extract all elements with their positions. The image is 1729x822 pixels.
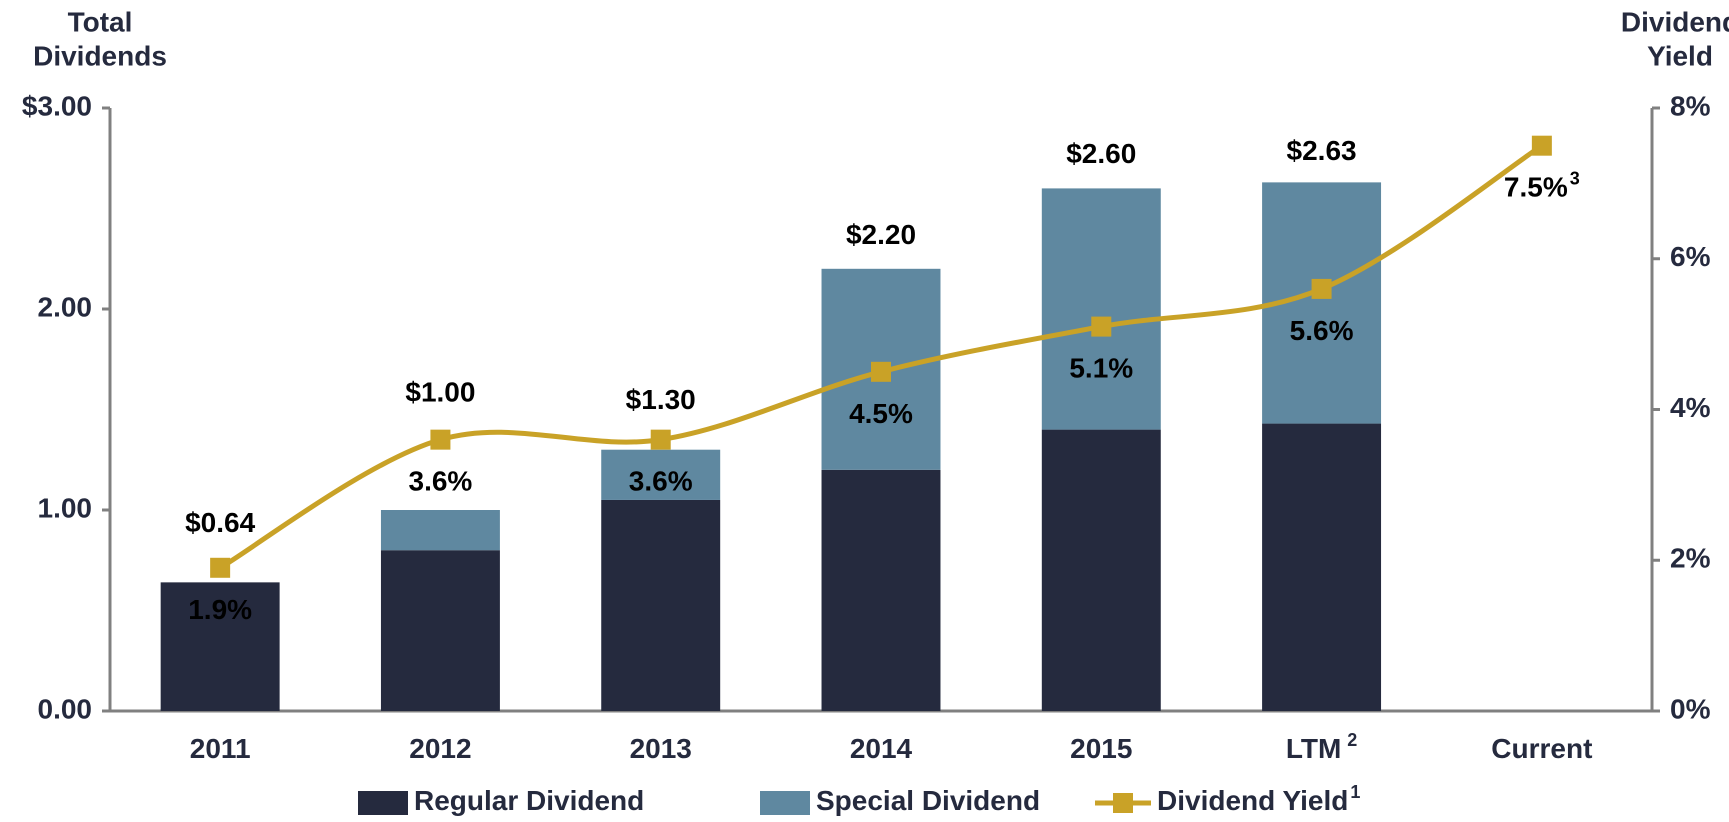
legend-text: Regular Dividend [414, 785, 644, 816]
x-tick-label: 2011 [190, 733, 251, 764]
legend-text: Special Dividend [816, 785, 1040, 816]
y2-tick-label: 4% [1670, 392, 1711, 423]
y-axis-label: Total [68, 6, 133, 37]
legend-label: Special Dividend [816, 785, 1040, 816]
legend-text: Dividend Yield [1157, 785, 1348, 816]
yield-label: 3.6% [409, 466, 473, 497]
y2-tick-label: 6% [1670, 241, 1711, 272]
yield-label-text: 3.6% [629, 466, 693, 497]
yield-label: 3.6% [629, 466, 693, 497]
y-tick-label: 0.00 [38, 693, 93, 724]
legend-marker [1113, 793, 1133, 813]
total-label: $1.30 [626, 384, 696, 415]
bar [160, 582, 280, 711]
yield-label-text: 1.9% [188, 594, 252, 625]
yield-marker [871, 361, 891, 382]
y2-tick-label: 8% [1670, 90, 1711, 121]
x-tick-label: 2014 [850, 733, 913, 764]
yield-label-text: 5.6% [1290, 315, 1354, 346]
yield-marker [650, 429, 671, 450]
yield-label: 5.1% [1069, 353, 1133, 384]
x-tick-text: Current [1491, 733, 1592, 764]
x-tick-label: 2015 [1070, 733, 1132, 764]
x-tick-label: Current [1491, 733, 1592, 764]
yield-label: 4.5% [849, 398, 913, 429]
legend-swatch [358, 791, 408, 815]
x-tick-label: 2013 [630, 733, 692, 764]
y2-tick-label: 2% [1670, 543, 1711, 574]
yield-marker [1311, 278, 1332, 299]
total-label: $0.64 [185, 507, 255, 538]
yield-marker [1531, 135, 1552, 156]
bar [1041, 429, 1161, 711]
total-label: $1.00 [405, 376, 475, 407]
x-tick-text: 2014 [850, 733, 913, 764]
legend-superscript: 1 [1350, 782, 1360, 802]
x-tick-superscript: 2 [1347, 730, 1357, 750]
yield-label: 7.5% 3 [1504, 168, 1580, 203]
bar [380, 550, 500, 711]
y2-tick-label: 0% [1670, 693, 1711, 724]
bar [821, 469, 941, 711]
x-tick-label: 2012 [409, 733, 471, 764]
x-tick-label: LTM 2 [1286, 730, 1357, 765]
bar [380, 510, 500, 551]
y-tick-label: 1.00 [38, 492, 93, 523]
legend-label: Dividend Yield 1 [1157, 782, 1360, 817]
yield-label: 5.6% [1290, 315, 1354, 346]
yield-marker [210, 557, 231, 578]
legend-label: Regular Dividend [414, 785, 644, 816]
x-tick-text: LTM [1286, 733, 1341, 764]
total-label: $2.60 [1066, 138, 1136, 169]
total-label: $2.63 [1287, 135, 1357, 166]
y2-axis-label: Yield [1647, 40, 1713, 71]
yield-marker [430, 429, 451, 450]
x-tick-text: 2013 [630, 733, 692, 764]
bar [1041, 188, 1161, 430]
y-tick-label: $3.00 [22, 90, 92, 121]
legend-swatch [760, 791, 810, 815]
total-label: $2.20 [846, 219, 916, 250]
bar [601, 499, 721, 711]
yield-label-text: 5.1% [1069, 353, 1133, 384]
yield-label-text: 4.5% [849, 398, 913, 429]
yield-label-text: 7.5% [1504, 172, 1568, 203]
y2-axis-label: Dividend [1621, 6, 1729, 37]
yield-label-text: 3.6% [409, 466, 473, 497]
x-tick-text: 2011 [190, 733, 251, 764]
bar [1262, 423, 1382, 711]
y-axis-label: Dividends [33, 40, 167, 71]
yield-marker [1091, 316, 1112, 337]
x-tick-text: 2015 [1070, 733, 1132, 764]
yield-label-superscript: 3 [1570, 168, 1580, 188]
y-tick-label: 2.00 [38, 291, 93, 322]
x-tick-text: 2012 [409, 733, 471, 764]
yield-label: 1.9% [188, 594, 252, 625]
bar [601, 449, 721, 500]
